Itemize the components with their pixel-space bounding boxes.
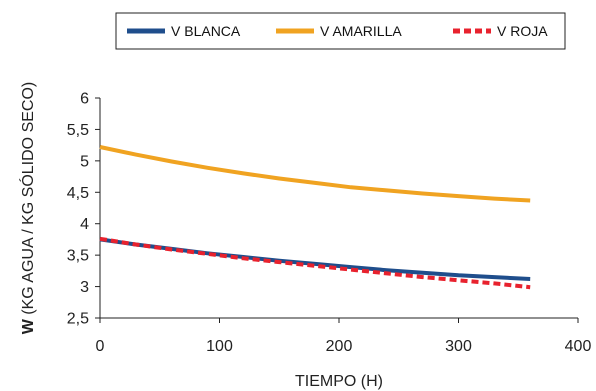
x-tick-label: 100 xyxy=(206,338,233,355)
y-tick-label: 5 xyxy=(80,153,89,170)
y-tick-label: 4,5 xyxy=(67,185,89,202)
plot-lines xyxy=(99,145,531,290)
legend-label-v-blanca: V BLANCA xyxy=(171,23,241,39)
x-ticks: 0 100 200 300 400 xyxy=(96,318,592,355)
y-tick-label: 6 xyxy=(80,91,89,108)
y-tick-label: 2,5 xyxy=(67,311,89,328)
y-tick-label: 4 xyxy=(80,216,89,233)
y-tick-label: 5,5 xyxy=(67,122,89,139)
y-axis-title-units: (KG AGUA / KG SÓLIDO SECO) xyxy=(18,82,37,319)
x-tick-label: 200 xyxy=(326,338,353,355)
series-line-v-blanca xyxy=(99,237,531,281)
legend: V BLANCA V AMARILLA V ROJA xyxy=(115,12,566,50)
x-tick-label: 0 xyxy=(96,338,105,355)
legend-label-v-roja: V ROJA xyxy=(497,23,548,39)
y-ticks: 2,5 3 3,5 4 4,5 5 5,5 6 xyxy=(67,91,100,328)
y-tick-label: 3,5 xyxy=(67,248,89,265)
y-tick-label: 3 xyxy=(80,279,89,296)
x-axis-title: TIEMPO (H) xyxy=(295,373,383,390)
legend-label-v-amarilla: V AMARILLA xyxy=(320,23,402,39)
y-axis-title-symbol: W xyxy=(20,318,37,334)
series-line-v-roja xyxy=(99,236,531,290)
y-axis-title: W (KG AGUA / KG SÓLIDO SECO) xyxy=(18,82,37,335)
series-line-v-amarilla xyxy=(99,145,531,203)
x-tick-label: 300 xyxy=(445,338,472,355)
x-tick-label: 400 xyxy=(565,338,592,355)
